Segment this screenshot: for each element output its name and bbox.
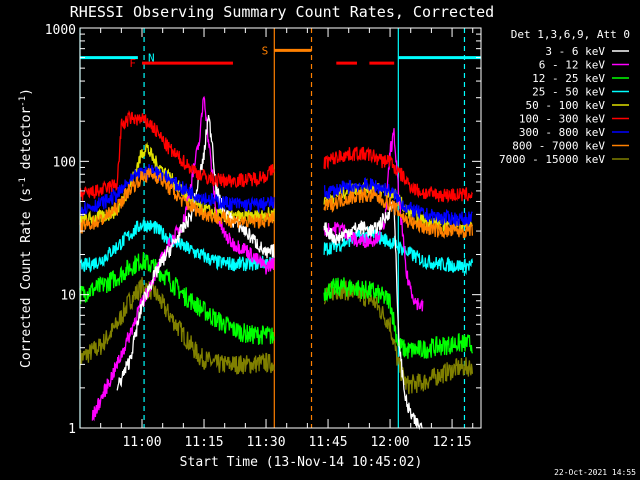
flag-label-3: S bbox=[262, 44, 269, 57]
chart-title: RHESSI Observing Summary Count Rates, Co… bbox=[70, 3, 494, 21]
x-tick-label: 11:00 bbox=[122, 435, 161, 450]
legend-header: Det 1,3,6,9, Att 0 bbox=[511, 28, 630, 41]
series-line-0 bbox=[79, 277, 474, 395]
legend-label-8: 7000 - 15000 keV bbox=[499, 153, 605, 166]
axis-ticks: 1 10 100 1000 11:00 11:15 11:30 11:45 12:00 12:15 bbox=[45, 23, 481, 450]
plot-frame bbox=[79, 27, 482, 429]
x-tick-label: 11:45 bbox=[308, 435, 347, 450]
x-tick-label: 11:30 bbox=[246, 435, 285, 450]
legend-label-3: 25 - 50 keV bbox=[532, 86, 605, 99]
legend-label-6: 300 - 800 keV bbox=[519, 126, 605, 139]
footer-timestamp: 22-Oct-2021 14:55 bbox=[554, 468, 636, 477]
x-tick-label: 11:15 bbox=[184, 435, 223, 450]
x-axis-label: Start Time (13-Nov-14 10:45:02) bbox=[180, 455, 423, 470]
series-line-2 bbox=[79, 219, 474, 276]
y-tick-label: 100 bbox=[53, 155, 76, 170]
x-tick-label: 12:15 bbox=[432, 435, 471, 450]
legend-label-5: 100 - 300 keV bbox=[519, 113, 605, 126]
y-axis-label: Corrected Count Rate (s-1 detector-1) bbox=[18, 88, 34, 368]
legend-label-7: 800 - 7000 keV bbox=[512, 140, 605, 153]
series-line-6 bbox=[79, 164, 473, 228]
series-line-4 bbox=[91, 95, 424, 422]
series-line-1 bbox=[79, 251, 474, 360]
flag-label-1: N bbox=[148, 52, 155, 65]
legend-label-4: 50 - 100 keV bbox=[526, 99, 606, 112]
x-tick-label: 12:00 bbox=[370, 435, 409, 450]
flag-label-2: F bbox=[129, 57, 136, 70]
plot-area: NF S bbox=[79, 28, 481, 431]
legend-label-0: 3 - 6 keV bbox=[545, 45, 605, 58]
series-line-8 bbox=[79, 109, 473, 204]
y-tick-label: 1 bbox=[68, 422, 76, 437]
y-tick-label: 1000 bbox=[45, 23, 76, 38]
y-tick-label: 10 bbox=[60, 289, 76, 304]
series-line-7 bbox=[79, 168, 474, 239]
legend-label-1: 6 - 12 keV bbox=[539, 59, 606, 72]
legend-label-2: 12 - 25 keV bbox=[532, 72, 605, 85]
